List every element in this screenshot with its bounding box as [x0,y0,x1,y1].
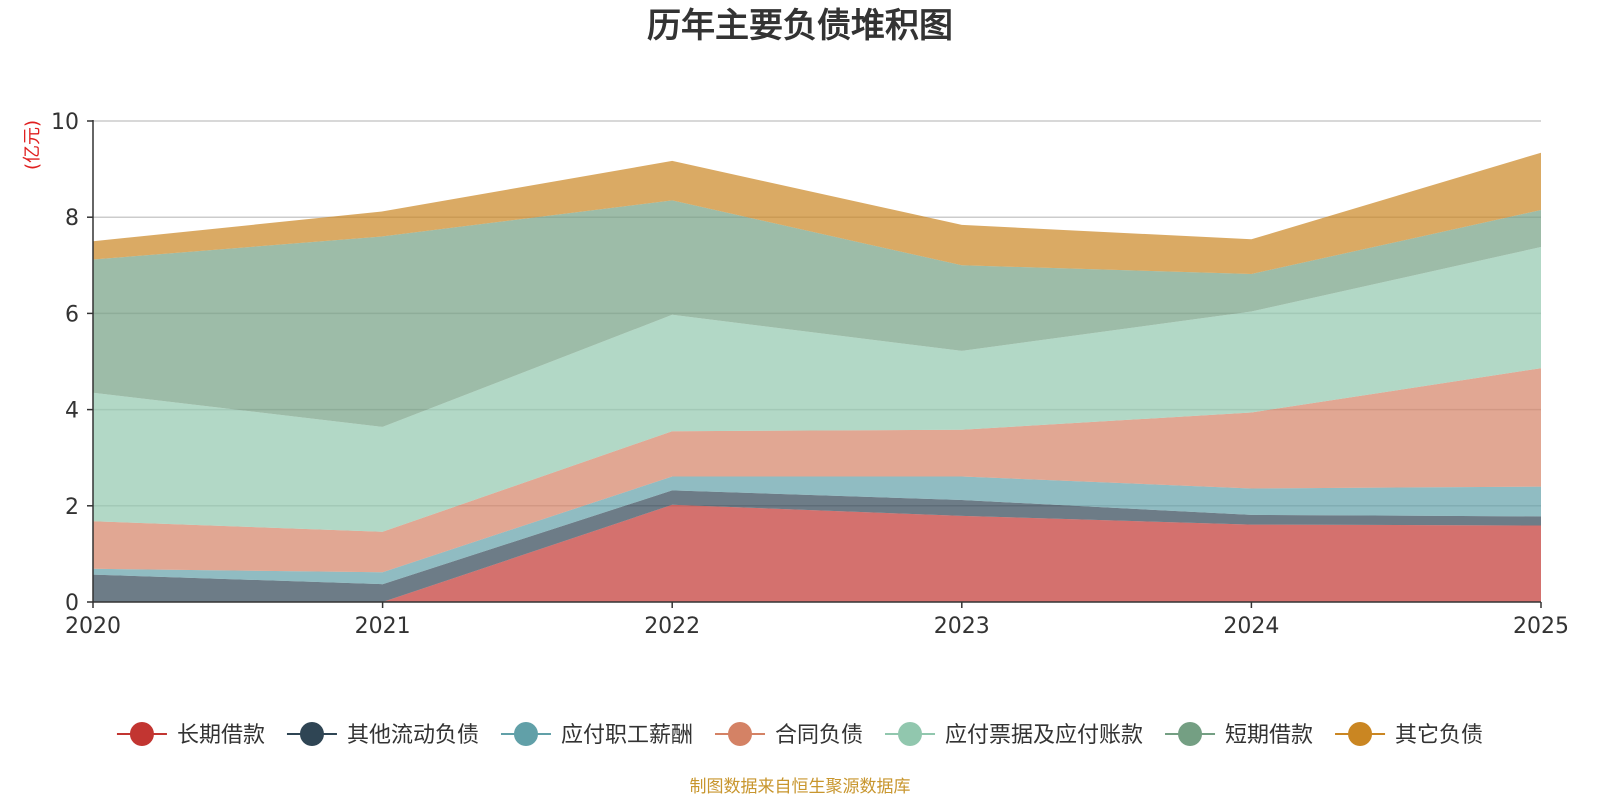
legend[interactable]: 长期借款 其他流动负债 应付职工薪酬 合同负债 应付票据及应付账款 短期借款 其它负债 [116,722,1483,748]
legend-label: 短期借款 [1225,723,1313,748]
legend-label: 应付票据及应付账款 [945,723,1143,748]
y-tick-label: 2 [65,495,79,520]
area-series-7[interactable] [93,152,1541,274]
legend-item-7[interactable]: 其它负债 [1335,722,1483,748]
unit-label: (亿元) [22,120,43,170]
area-series-3[interactable] [93,476,1541,585]
legend-item-4[interactable]: 合同负债 [714,722,863,748]
legend-marker-dot [299,722,324,746]
area-series-2[interactable] [93,490,1541,602]
axes: 0 2 4 6 8 10 2020 2021 2022 2023 2024 2025 [51,110,1569,639]
legend-item-5[interactable]: 应付票据及应付账款 [885,722,1143,748]
legend-marker-dot [898,722,923,746]
legend-label: 长期借款 [177,723,265,748]
legend-marker-dot [727,722,752,746]
legend-item-1[interactable]: 长期借款 [116,722,265,748]
y-tick-label: 6 [65,302,79,327]
area-series-6[interactable] [93,200,1541,427]
legend-label: 其他流动负债 [347,723,479,748]
area-series-1[interactable] [93,504,1541,602]
x-tick-label: 2024 [1223,614,1279,639]
x-tick-label: 2021 [355,614,411,639]
data-source-footer: 制图数据来自恒生聚源数据库 [690,777,911,797]
chart-title: 历年主要负债堆积图 [647,6,953,46]
y-tick-label: 0 [65,591,79,616]
area-series [93,152,1541,602]
legend-label: 应付职工薪酬 [561,723,693,748]
legend-marker-dot [513,722,538,746]
y-tick-label: 10 [51,110,79,135]
legend-marker-dot [129,722,154,746]
x-tick-label: 2025 [1513,614,1569,639]
x-tick-label: 2020 [65,614,121,639]
x-tick-label: 2023 [934,614,990,639]
legend-marker-dot [1178,722,1203,746]
legend-label: 合同负债 [775,723,863,748]
legend-item-2[interactable]: 其他流动负债 [286,722,479,748]
x-tick-label: 2022 [644,614,700,639]
y-tick-label: 4 [65,399,79,424]
legend-label: 其它负债 [1395,723,1483,748]
legend-item-3[interactable]: 应付职工薪酬 [500,722,693,748]
area-series-4[interactable] [93,368,1541,573]
legend-marker-dot [1348,722,1373,746]
y-tick-label: 8 [65,206,79,231]
area-series-5[interactable] [93,247,1541,532]
legend-item-6[interactable]: 短期借款 [1165,722,1313,748]
